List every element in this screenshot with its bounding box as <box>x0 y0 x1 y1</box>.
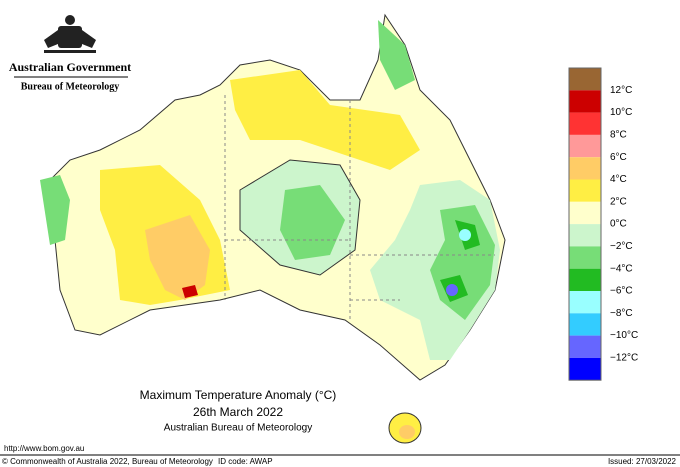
footer-url: http://www.bom.gov.au <box>4 444 84 453</box>
agency: Bureau of Meteorology <box>21 81 120 92</box>
legend-swatch <box>569 90 601 113</box>
legend-label: −12°C <box>610 353 638 364</box>
legend-label: 8°C <box>610 130 627 141</box>
legend-swatch <box>569 68 601 91</box>
map-date: 26th March 2022 <box>193 405 283 419</box>
footer-copyright: © Commonwealth of Australia 2022, Bureau… <box>2 457 213 466</box>
legend-swatch <box>569 201 601 225</box>
legend-label: 4°C <box>610 174 627 185</box>
legend-swatch <box>569 224 601 247</box>
legend-label: 2°C <box>610 196 627 207</box>
legend-label: 10°C <box>610 107 632 118</box>
legend-swatch <box>569 291 601 314</box>
map-title: Maximum Temperature Anomaly (°C) <box>140 388 337 402</box>
legend-label: 12°C <box>610 85 632 96</box>
legend-swatch <box>569 179 601 202</box>
legend-label: −4°C <box>610 263 633 274</box>
footer-issued: Issued: 27/03/2022 <box>608 457 677 466</box>
legend-swatch <box>569 134 601 158</box>
legend-label: −10°C <box>610 330 638 341</box>
footer-id: ID code: AWAP <box>218 457 273 466</box>
legend-label: −8°C <box>610 308 633 319</box>
map-source: Australian Bureau of Meteorology <box>164 423 312 434</box>
legend-swatch <box>569 268 601 291</box>
legend-label: 6°C <box>610 152 627 163</box>
legend-label: 0°C <box>610 219 627 230</box>
government: Australian Government <box>9 60 131 74</box>
legend-swatch <box>569 313 601 336</box>
legend: 12°C 10°C 8°C 6°C 4°C 2°C 0°C −2°C −4°C −6°C −8°C −… <box>568 67 638 381</box>
legend-frame <box>568 67 602 381</box>
legend-swatch <box>569 335 601 358</box>
crest <box>44 15 96 53</box>
australia-map <box>40 13 506 444</box>
legend-label: −6°C <box>610 286 633 297</box>
legend-label: −2°C <box>610 241 633 252</box>
legend-swatch <box>569 157 601 180</box>
legend-swatch <box>569 357 601 381</box>
legend-swatch <box>569 246 601 269</box>
legend-swatch <box>569 112 601 135</box>
